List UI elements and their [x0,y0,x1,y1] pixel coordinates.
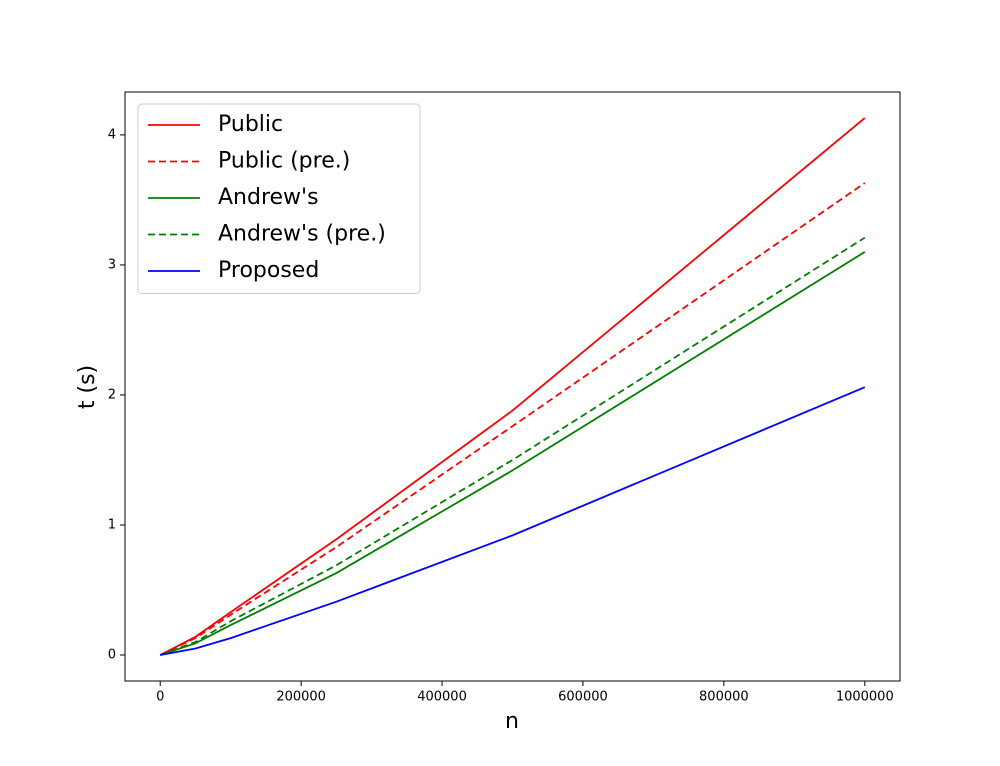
x-tick-label: 400000 [417,690,467,705]
line [159,251,866,656]
legend-label: Proposed [218,258,319,283]
y-tick-label: 3 [108,257,116,272]
legend-label: Public (pre.) [218,149,350,174]
legend-label: Public [218,112,283,137]
plot-frame [124,91,901,682]
x-tick-label: 0 [156,690,164,705]
legend-label: Andrew's (pre.) [218,222,386,247]
line [159,117,866,656]
legend-label: Andrew's [218,185,319,210]
y-tick-label: 1 [108,517,116,532]
y-tick-label: 0 [108,647,116,662]
x-axis-label: n [505,709,519,734]
line [160,386,866,656]
y-axis-label: t (s) [75,365,100,409]
x-tick-label: 200000 [276,690,326,705]
line [159,236,866,656]
x-tick-label: 800000 [699,690,749,705]
x-tick-label: 600000 [558,690,608,705]
legend-box [137,103,421,294]
line [159,182,866,656]
x-tick-label: 1000000 [836,690,894,705]
y-tick-label: 2 [108,387,116,402]
y-tick-label: 4 [108,127,116,142]
